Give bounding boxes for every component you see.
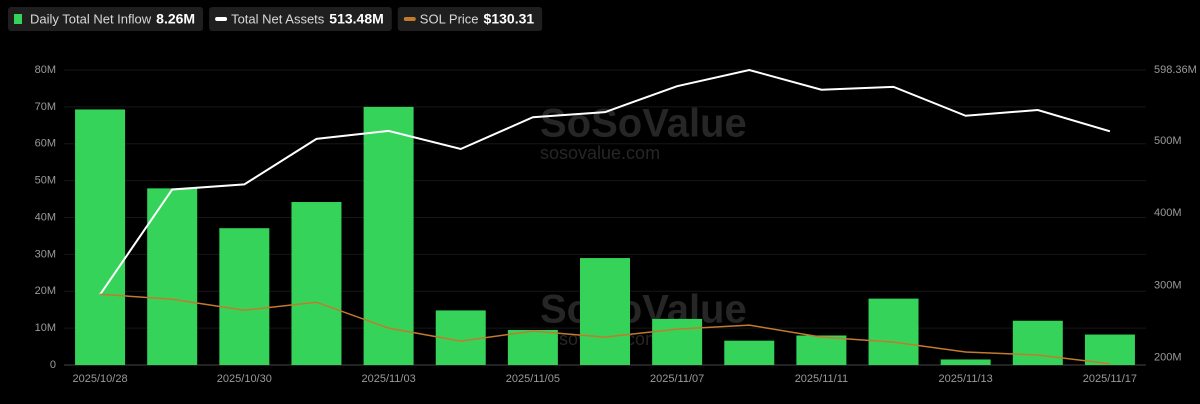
y-tick-label: 0 [50,359,56,371]
bar [796,335,847,365]
x-tick-label: 2025/11/05 [506,373,560,385]
y-tick-label: 70M [35,101,56,113]
y2-tick-label: 300M [1154,279,1182,291]
legend-icon [215,17,228,21]
x-tick-label: 2025/11/11 [795,373,848,385]
y-tick-label: 20M [35,285,56,297]
bar [580,258,630,365]
bar [724,340,775,365]
bar [147,188,198,365]
y-tick-label: 30M [35,248,56,260]
legend-icon [14,14,22,24]
bar [363,106,414,365]
bar [1012,320,1063,365]
legend-label: Total Net Assets [231,11,325,26]
legend-label: Daily Total Net Inflow [30,11,152,26]
y-tick-label: 60M [35,138,56,150]
bar [75,109,126,365]
x-tick-label: 2025/10/28 [73,373,128,385]
watermark-brand: SoSoValue [540,102,747,146]
bar [940,359,991,365]
y-tick-label: 40M [35,211,56,223]
bar [291,202,342,365]
x-tick-label: 2025/11/17 [1083,373,1137,385]
bar [868,298,919,365]
watermark-brand: SoSoValue [540,288,747,332]
x-tick-label: 2025/11/03 [361,373,415,385]
line [99,68,1111,296]
legend-item: Daily Total Net Inflow 8.26M [8,7,204,31]
legend-box [397,7,543,31]
bar [652,318,703,365]
bar [1084,334,1135,365]
bar [219,228,270,365]
watermark: SoSoValue sosovalue.com SoSoValue sosova… [540,102,747,349]
watermark-site: sosovalue.com [540,143,660,163]
y2-tick-label: 500M [1154,135,1182,147]
x-tick-label: 2025/11/13 [939,373,993,385]
y-tick-label: 50M [35,175,56,187]
legend-value: 8.26M [156,11,195,27]
y2-tick-label: 400M [1154,207,1182,219]
legend-box [209,7,392,31]
legend-value: 513.48M [329,11,383,27]
y-tick-label: 80M [35,64,56,76]
x-tick-label: 2025/11/07 [650,373,704,385]
bar [507,329,558,365]
y2-tick-label: 598.36M [1154,64,1197,76]
legend-item: Total Net Assets 513.48M [209,7,392,31]
y-tick-label: 10M [35,322,56,334]
y2-tick-label: 200M [1154,352,1182,364]
legend-label: SOL Price [420,11,479,26]
line [100,293,1111,365]
legend-icon [403,17,416,21]
legend-value: $130.31 [484,11,535,27]
x-tick-label: 2025/10/30 [217,373,272,385]
legend-item: SOL Price $130.31 [397,7,543,31]
legend-box [8,7,204,31]
